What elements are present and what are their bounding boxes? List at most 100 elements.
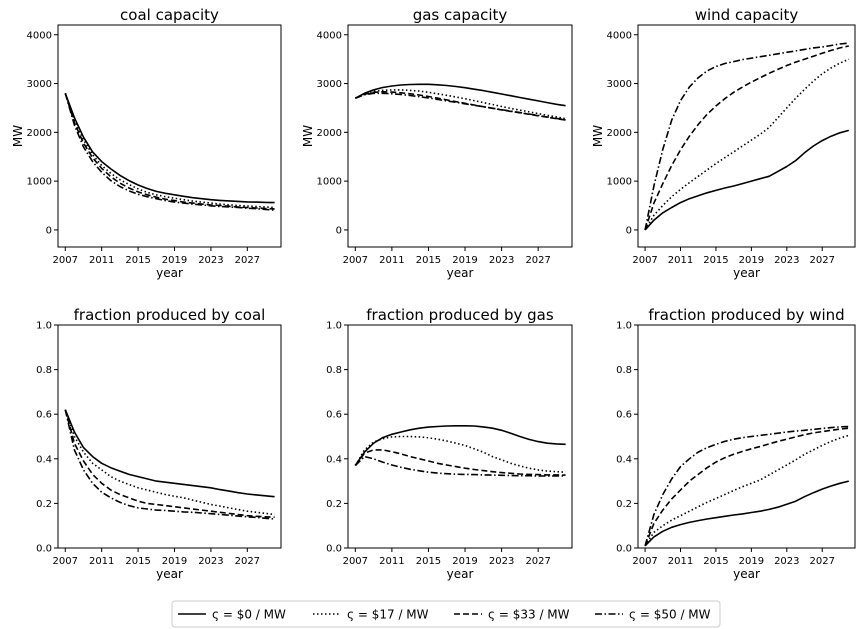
panel-1-ytick-label-2: 2000 — [27, 128, 52, 139]
panel-1-ytick-label-0: 0 — [46, 225, 52, 236]
panel-1-xtick-label-2: 2015 — [125, 255, 150, 266]
panel-4-xtick-label-5: 2027 — [235, 556, 260, 567]
panel-2-ytick-label-1: 1000 — [317, 177, 342, 188]
panel-1-xlabel: year — [156, 266, 183, 280]
panel-4-ytick-label-5: 1.0 — [36, 321, 52, 332]
panel-4-xtick-label-4: 2023 — [198, 556, 223, 567]
panel-1-title: coal capacity — [120, 6, 219, 24]
panel-3-xtick-label-1: 2011 — [668, 255, 693, 266]
panel-6-ytick-label-0: 0.0 — [616, 544, 632, 555]
panel-1-series-line-1 — [64, 93, 275, 204]
panel-4-xlabel: year — [156, 567, 183, 581]
panel-5-xtick-label-1: 2011 — [379, 556, 404, 567]
legend-box — [171, 600, 721, 628]
panel-4-ytick-label-2: 0.4 — [36, 454, 52, 465]
panel-4-xtick-label-0: 2007 — [53, 556, 78, 567]
panel-4-axes-frame — [57, 324, 282, 549]
panel-1-series-line-2 — [64, 93, 275, 209]
panel-2-xtick-label-0: 2007 — [343, 255, 368, 266]
panel-2-ytick-label-4: 4000 — [317, 30, 342, 41]
panel-1-ylabel: MW — [11, 125, 25, 147]
panel-4-ytick-label-4: 0.8 — [36, 365, 52, 376]
panel-4-ytick-label-1: 0.2 — [36, 499, 52, 510]
panel-2-series-line-2 — [354, 89, 566, 120]
panel-5-ytick-label-0: 0.0 — [326, 544, 342, 555]
panel-4-series-line-2 — [64, 409, 275, 516]
panel-6-ytick-label-5: 1.0 — [616, 321, 632, 332]
panel-3-xtick-label-2: 2015 — [703, 255, 728, 266]
panel-2-series-line-4 — [355, 92, 566, 121]
panel-3-ytick-label-4: 4000 — [607, 30, 632, 41]
panel-6-xtick-label-0: 2007 — [632, 556, 657, 567]
panel-3-ytick-label-2: 2000 — [607, 128, 632, 139]
panel-4-title: fraction produced by coal — [74, 306, 266, 324]
panel-6-xtick-label-5: 2027 — [810, 556, 835, 567]
panel-3-series-line-2 — [644, 58, 850, 231]
panel-5-xtick-label-5: 2027 — [525, 556, 550, 567]
panel-6-series-line-3 — [644, 427, 849, 547]
panel-2-axes-frame — [347, 24, 573, 248]
panel-2-xtick-label-3: 2019 — [452, 255, 477, 266]
panel-4-series-line-4 — [64, 409, 275, 520]
panel-2-series-line-3 — [354, 91, 566, 121]
panel-2-ytick-label-3: 3000 — [317, 79, 342, 90]
panel-3-xtick-label-3: 2019 — [739, 255, 764, 266]
panel-6-series-line-2 — [644, 434, 850, 547]
panel-3-ytick-label-3: 3000 — [607, 79, 632, 90]
panel-3-axes-frame — [637, 24, 856, 248]
panel-5-series-line-3 — [354, 449, 566, 476]
panel-6-xlabel: year — [733, 567, 760, 581]
panel-2-ytick-label-2: 2000 — [317, 128, 342, 139]
panel-1-xtick-label-0: 2007 — [53, 255, 78, 266]
panel-4-series-line-1 — [64, 409, 275, 498]
panel-4-ytick-label-3: 0.6 — [36, 410, 52, 421]
panel-6-ytick-label-2: 0.4 — [616, 454, 632, 465]
panel-5-series-line-1 — [354, 424, 566, 466]
panel-3-series-line-4 — [644, 42, 849, 231]
panel-3-ytick-label-0: 0 — [626, 225, 632, 236]
legend-label-3: ς = $33 / MW — [488, 608, 570, 622]
panel-2-xtick-label-5: 2027 — [525, 255, 550, 266]
legend-label-2: ς = $17 / MW — [347, 608, 429, 622]
panel-3-ytick-label-1: 1000 — [607, 177, 632, 188]
panel-5-ytick-label-1: 0.2 — [326, 499, 342, 510]
panel-2-xlabel: year — [447, 266, 474, 280]
panel-1-xtick-label-4: 2023 — [198, 255, 223, 266]
panel-5-ytick-label-3: 0.6 — [326, 410, 342, 421]
panel-6-ytick-label-1: 0.2 — [616, 499, 632, 510]
panel-3-xtick-label-5: 2027 — [810, 255, 835, 266]
panel-1-series-line-4 — [64, 93, 275, 211]
panel-1-xtick-label-5: 2027 — [235, 255, 260, 266]
panel-6-series-line-4 — [644, 425, 849, 547]
panel-2-ylabel: MW — [301, 125, 315, 147]
panel-1-ytick-label-4: 4000 — [27, 30, 52, 41]
panel-5-axes-frame — [347, 324, 573, 549]
panel-5-xlabel: year — [447, 567, 474, 581]
panel-1-series-line-3 — [64, 93, 275, 210]
panel-5-title: fraction produced by gas — [366, 306, 554, 324]
legend-label-4: ς = $50 / MW — [629, 608, 711, 622]
panel-3-series-line-3 — [644, 45, 849, 231]
panel-5-xtick-label-3: 2019 — [452, 556, 477, 567]
panel-2-ytick-label-0: 0 — [336, 225, 342, 236]
panel-4-ytick-label-0: 0.0 — [36, 544, 52, 555]
panel-4-xtick-label-1: 2011 — [89, 556, 114, 567]
panel-4-xtick-label-2: 2015 — [125, 556, 150, 567]
panel-3-xtick-label-0: 2007 — [632, 255, 657, 266]
panel-2-xtick-label-4: 2023 — [489, 255, 514, 266]
panel-4-xtick-label-3: 2019 — [162, 556, 187, 567]
panel-1-xtick-label-1: 2011 — [89, 255, 114, 266]
panel-6-xtick-label-4: 2023 — [774, 556, 799, 567]
panel-5-ytick-label-4: 0.8 — [326, 365, 342, 376]
panel-6-ytick-label-4: 0.8 — [616, 365, 632, 376]
panel-3-xlabel: year — [733, 266, 760, 280]
panel-5-ytick-label-5: 1.0 — [326, 321, 342, 332]
panel-2-series-line-1 — [354, 83, 566, 107]
panel-6-xtick-label-2: 2015 — [703, 556, 728, 567]
panel-5-ytick-label-2: 0.4 — [326, 454, 342, 465]
panel-4-series-line-3 — [64, 409, 275, 518]
panel-6-xtick-label-3: 2019 — [739, 556, 764, 567]
panel-5-xtick-label-0: 2007 — [343, 556, 368, 567]
panel-2-title: gas capacity — [413, 6, 508, 24]
